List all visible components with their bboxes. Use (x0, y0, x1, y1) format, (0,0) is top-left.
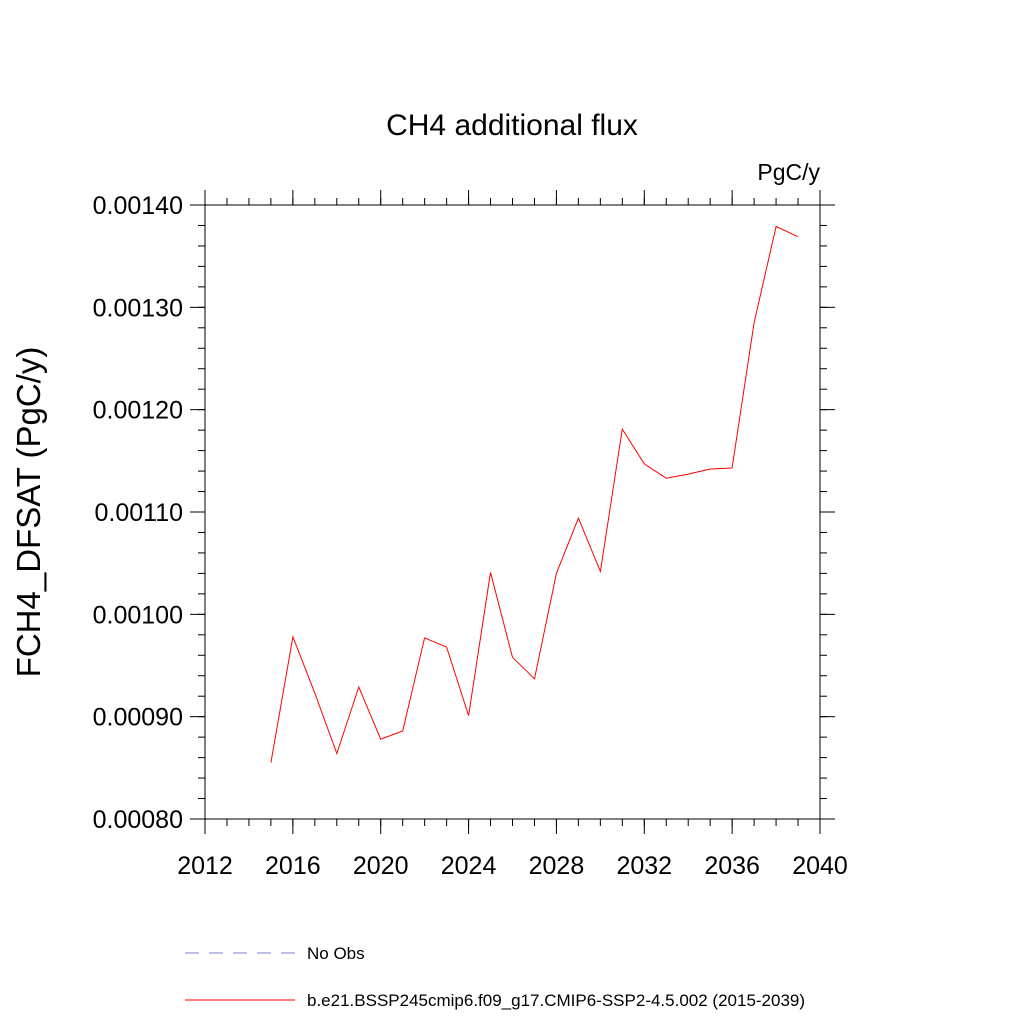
x-tick-label: 2024 (441, 852, 497, 880)
x-tick-labels: 2012 2016 2020 2024 2028 2032 2036 2040 (177, 852, 848, 880)
x-tick-label: 2036 (704, 852, 760, 880)
x-tick-label: 2012 (177, 852, 233, 880)
chart-title: CH4 additional flux (386, 109, 638, 142)
y-tick-label: 0.00130 (93, 294, 183, 322)
y-axis-label: FCH4_DFSAT (PgC/y) (10, 347, 47, 678)
x-tick-label: 2020 (353, 852, 409, 880)
y-tick-labels: 0.00080 0.00090 0.00100 0.00110 0.00120 0.001… (93, 192, 183, 834)
x-tick-label: 2040 (792, 852, 848, 880)
minor-ticks (198, 198, 827, 826)
y-tick-label: 0.00140 (93, 192, 183, 220)
x-tick-label: 2032 (616, 852, 672, 880)
y-tick-label: 0.00120 (93, 397, 183, 425)
legend: No Obs b.e21.BSSP245cmip6.f09_g17.CMIP6-S… (185, 944, 805, 1010)
x-tick-label: 2028 (529, 852, 585, 880)
y-tick-label: 0.00110 (94, 499, 183, 527)
series-line (270, 225, 799, 763)
y-tick-label: 0.00100 (93, 601, 183, 629)
legend-label: b.e21.BSSP245cmip6.f09_g17.CMIP6-SSP2-4.… (307, 991, 805, 1010)
legend-label: No Obs (307, 944, 365, 963)
units-label: PgC/y (757, 159, 820, 185)
x-tick-label: 2016 (265, 852, 321, 880)
series-lines (270, 225, 799, 763)
major-ticks (190, 190, 835, 834)
y-tick-label: 0.00090 (93, 704, 183, 732)
y-tick-label: 0.00080 (93, 806, 183, 834)
plot-frame (204, 204, 821, 820)
